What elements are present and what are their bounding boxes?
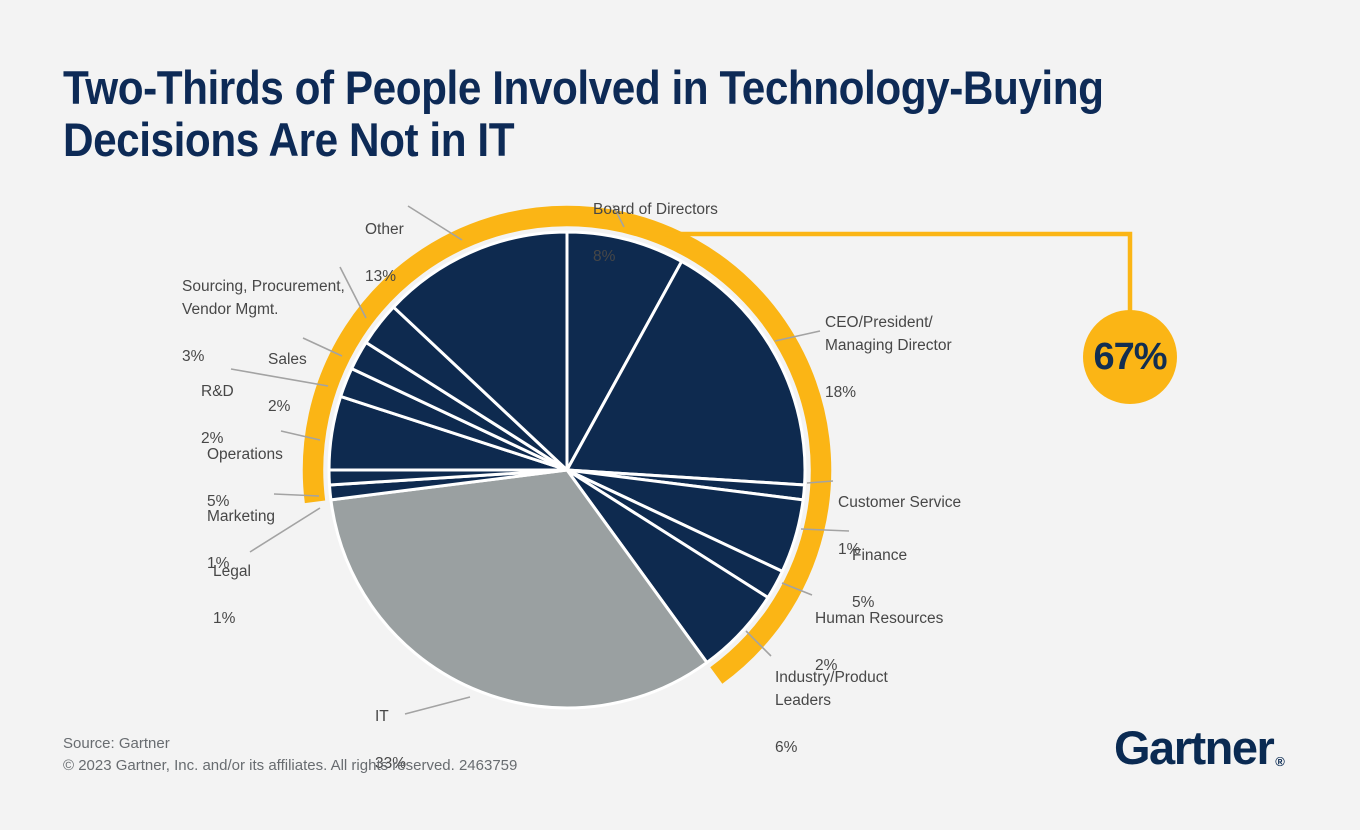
slice-label-pct: 18% [825, 384, 857, 401]
slice-label-pct: 5% [207, 492, 230, 510]
slice-label-text: Finance [852, 546, 908, 564]
slice-label-other: Other 13% [365, 194, 404, 312]
slice-label-industry-product-leaders: Industry/Product Leaders 6% [775, 642, 888, 783]
slice-label-pct: 2% [268, 397, 291, 415]
label-leader-line [302, 337, 343, 357]
slice-label-pct: 1% [838, 540, 861, 558]
copyright-line: © 2023 Gartner, Inc. and/or its affiliat… [63, 757, 518, 774]
slice-label-text: Industry/Product Leaders [775, 668, 888, 710]
slice-label-text: R&D [201, 382, 234, 400]
slice-label-text: Marketing [207, 507, 276, 525]
slice-label-operations: Operations 5% [207, 419, 283, 537]
footer: Source: Gartner © 2023 Gartner, Inc. and… [63, 733, 517, 777]
slice-label-pct: 3% [182, 348, 205, 365]
pie-slice-other [392, 230, 569, 472]
slice-label-text: Customer Service [838, 493, 962, 511]
slice-label-pct: 1% [207, 554, 230, 572]
label-leader-line [230, 368, 329, 387]
slice-label-it: IT 33% [375, 681, 406, 799]
label-leader-line [612, 204, 625, 228]
label-leader-line [273, 493, 320, 497]
slice-label-text: Legal [213, 562, 251, 580]
gartner-logo-text: Gartner [1114, 721, 1275, 774]
pie-slice-board-of-directors [565, 230, 684, 472]
slice-label-sales: Sales 2% [268, 324, 307, 442]
slice-label-text: IT [375, 707, 389, 725]
slice-label-pct: 2% [815, 656, 838, 674]
slice-label-ceo-president-managing-director: CEO/President/ Managing Director 18% [825, 287, 952, 428]
slice-label-text: Sourcing, Procurement, Vendor Mgmt. [182, 277, 345, 319]
gartner-logo: Gartner ® [1114, 720, 1285, 775]
callout-badge-67-percent: 67% [1083, 310, 1177, 404]
label-leader-line [404, 696, 471, 715]
slice-label-pct: 6% [775, 739, 798, 756]
slice-label-text: Board of Directors [593, 200, 718, 218]
slice-label-rd: R&D 2% [201, 356, 234, 474]
slice-label-finance: Finance 5% [852, 520, 907, 638]
slice-label-sourcing-procurement-vendor-mgmt: Sourcing, Procurement, Vendor Mgmt. 3% [182, 251, 345, 392]
slice-label-board-of-directors: Board of Directors 8% [593, 174, 718, 292]
pie-slice-ceo-president-managing-director [565, 259, 807, 487]
source-line: Source: Gartner [63, 735, 170, 752]
slice-label-text: Sales [268, 350, 307, 368]
page-title: Two-Thirds of People Involved in Technol… [63, 61, 1104, 166]
slice-label-pct: 33% [375, 754, 407, 772]
label-leader-line [280, 430, 321, 441]
label-leader-line [806, 480, 834, 484]
label-leader-line [407, 205, 463, 241]
slice-label-pct: 2% [201, 429, 224, 447]
slice-label-text: Operations [207, 445, 283, 463]
slice-label-text: Human Resources [815, 609, 944, 627]
label-leader-line [745, 630, 772, 657]
label-leader-line [781, 582, 813, 596]
slice-label-text: CEO/President/ Managing Director [825, 313, 952, 355]
slice-label-pct: 5% [852, 593, 875, 611]
slice-label-legal: Legal 1% [213, 536, 251, 654]
slice-label-customer-service: Customer Service 1% [838, 467, 961, 585]
pie-slice-it [329, 468, 709, 710]
slice-label-pct: 13% [365, 267, 397, 285]
label-leader-line [774, 330, 821, 342]
callout-connector-line [665, 231, 1133, 312]
label-leader-line [339, 266, 367, 319]
slice-label-pct: 8% [593, 247, 616, 265]
slice-label-marketing: Marketing 1% [207, 481, 275, 599]
highlight-ring-67-percent [302, 205, 832, 684]
slice-label-pct: 1% [213, 609, 236, 627]
registered-trademark-icon: ® [1275, 754, 1285, 769]
slice-label-human-resources: Human Resources 2% [815, 583, 943, 701]
label-leader-line [800, 528, 850, 532]
label-leader-line [249, 507, 321, 553]
slice-label-text: Other [365, 220, 404, 238]
